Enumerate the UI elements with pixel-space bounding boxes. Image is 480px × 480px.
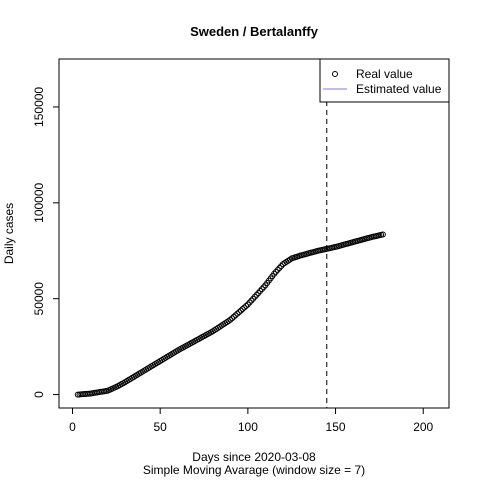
plot-frame [58,58,450,409]
data-points [74,231,386,398]
y-tick-label: 0 [32,391,46,398]
data-point [239,306,246,313]
legend-estimated-value-label: Estimated value [356,82,442,96]
data-point [243,302,250,309]
y-tick-label: 150000 [32,87,46,127]
x-axis-label: Days since 2020-03-08 [192,450,316,464]
y-axis-label: Daily cases [2,203,16,264]
legend-real-value-label: Real value [356,67,413,81]
data-point [230,313,237,320]
y-axis: 0 50000 100000 150000 [32,87,60,398]
data-point [241,304,248,311]
y-tick-label: 50000 [32,282,46,316]
x-tick-label: 0 [69,420,76,434]
legend-box [319,58,450,103]
x-tick-label: 200 [413,420,433,434]
data-point [379,231,386,238]
data-point [236,309,243,316]
data-point [234,310,241,317]
chart-title: Sweden / Bertalanffy [190,24,319,39]
data-point [229,315,236,322]
data-point [237,307,244,314]
x-tick-label: 50 [154,420,168,434]
x-tick-label: 150 [326,420,346,434]
data-point [232,312,239,319]
data-point [227,316,234,323]
x-tick-label: 100 [238,420,258,434]
legend-real-value-marker [332,71,338,77]
legend: Real value Estimated value [319,58,450,103]
x-axis: 0 50 100 150 200 [69,407,434,434]
y-tick-label: 100000 [32,182,46,222]
chart-subtitle: Simple Moving Avarage (window size = 7) [143,463,365,477]
